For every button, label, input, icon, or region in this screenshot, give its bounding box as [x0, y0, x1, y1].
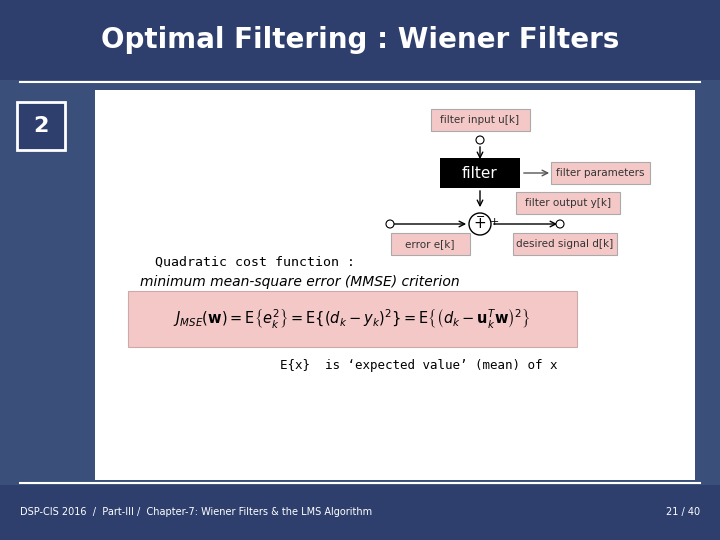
- FancyBboxPatch shape: [440, 158, 520, 188]
- Text: filter: filter: [462, 165, 498, 180]
- Text: 2: 2: [33, 116, 49, 136]
- FancyBboxPatch shape: [513, 233, 617, 255]
- FancyBboxPatch shape: [0, 485, 720, 540]
- Text: desired signal d[k]: desired signal d[k]: [516, 239, 613, 249]
- Text: Quadratic cost function :: Quadratic cost function :: [155, 255, 355, 268]
- Text: $J_{MSE}(\mathbf{w}) = \mathrm{E}\left\{e_k^2\right\} = \mathrm{E}\left\{\left(d: $J_{MSE}(\mathbf{w}) = \mathrm{E}\left\{…: [174, 307, 531, 330]
- Text: filter input u[k]: filter input u[k]: [441, 115, 520, 125]
- Text: +: +: [490, 217, 499, 227]
- FancyBboxPatch shape: [431, 109, 529, 131]
- Text: 21 / 40: 21 / 40: [666, 507, 700, 517]
- Text: $-$: $-$: [475, 210, 485, 220]
- FancyBboxPatch shape: [516, 192, 620, 214]
- Text: DSP-CIS 2016  /  Part-III /  Chapter-7: Wiener Filters & the LMS Algorithm: DSP-CIS 2016 / Part-III / Chapter-7: Wie…: [20, 507, 372, 517]
- FancyBboxPatch shape: [128, 291, 577, 347]
- Text: error e[k]: error e[k]: [405, 239, 455, 249]
- FancyBboxPatch shape: [95, 90, 695, 480]
- Text: minimum mean-square error (MMSE) criterion: minimum mean-square error (MMSE) criteri…: [140, 275, 459, 289]
- FancyBboxPatch shape: [0, 0, 720, 80]
- Text: $+$: $+$: [474, 217, 487, 232]
- FancyBboxPatch shape: [551, 162, 649, 184]
- Text: filter output y[k]: filter output y[k]: [525, 198, 611, 208]
- Text: filter parameters: filter parameters: [556, 168, 644, 178]
- Circle shape: [476, 136, 484, 144]
- FancyBboxPatch shape: [17, 102, 65, 150]
- Circle shape: [469, 213, 491, 235]
- FancyBboxPatch shape: [390, 233, 469, 255]
- Circle shape: [386, 220, 394, 228]
- Text: E{x}  is ‘expected value’ (mean) of x: E{x} is ‘expected value’ (mean) of x: [280, 359, 557, 372]
- Text: Optimal Filtering : Wiener Filters: Optimal Filtering : Wiener Filters: [101, 26, 619, 54]
- Circle shape: [556, 220, 564, 228]
